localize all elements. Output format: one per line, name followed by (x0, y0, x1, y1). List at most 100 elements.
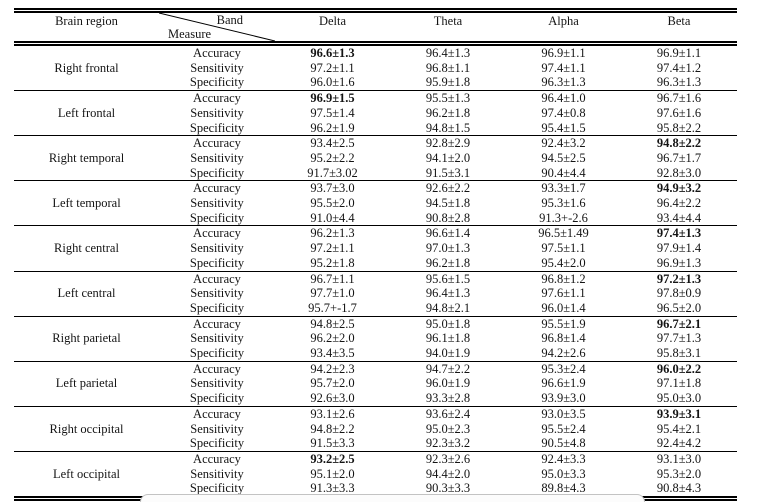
value-cell: 94.8±1.5 (425, 120, 471, 135)
diagonal-divider-line (159, 13, 275, 41)
value-cell: 97.2±1.1 (310, 241, 355, 256)
table-row: Sensitivity 95.2±2.2 94.1±2.0 94.5±2.5 96.7±… (14, 151, 737, 166)
value-cell: 93.3±2.8 (425, 391, 471, 406)
table-row: Left parietal Accuracy 94.2±2.3 94.7±2.2 95.… (14, 360, 737, 407)
table-row: Sensitivity 97.7±1.0 96.4±1.3 97.6±1.1 97.8±… (14, 286, 737, 301)
value-cell: 93.4±3.5 (310, 346, 355, 361)
measure-cell: Accuracy (159, 135, 275, 151)
value-cell: 96.6±1.4 (390, 225, 506, 242)
table-row: Right frontal Accuracy 96.6±1.3 96.4±1.3 96.… (14, 42, 737, 91)
header-band-measure-cell: Band Measure (159, 8, 275, 46)
value-cell: 95.0±2.3 (425, 421, 471, 436)
value-cell: 97.7±1.0 (310, 286, 355, 301)
value-cell: 92.6±3.0 (310, 391, 355, 406)
value-cell: 96.2±1.8 (425, 105, 471, 120)
value-cell: 91.3+-2.6 (539, 210, 588, 225)
value-cell: 92.4±3.3 (506, 450, 621, 467)
value-cell: 97.9±1.4 (656, 241, 702, 256)
table-row: Right temporal Accuracy 93.4±2.5 92.8±2.9 92… (14, 135, 737, 181)
table-row: Left occipital Accuracy 93.2±2.5 92.3±2.6 92… (14, 450, 737, 499)
table-row: Specificity 96.2±1.9 94.8±1.5 95.4±1.5 95.8±… (14, 121, 737, 136)
value-cell: 96.2±1.3 (275, 225, 390, 242)
value-cell: 97.2±1.1 (310, 60, 355, 75)
value-cell: 95.0±3.3 (541, 466, 586, 481)
region-name-cell: Left temporal (14, 180, 159, 226)
header-band-alpha: Alpha (506, 8, 621, 46)
table-row: Specificity 91.5±3.3 92.3±3.2 90.5±4.8 92.4±… (14, 436, 737, 451)
value-cell: 97.4±1.3 (621, 225, 737, 242)
value-cell: 97.4±1.2 (656, 60, 702, 75)
measure-cell: Sensitivity (190, 286, 244, 301)
table-row: Sensitivity 97.5±1.4 96.2±1.8 97.4±0.8 97.6±… (14, 106, 737, 121)
value-cell: 94.2±2.6 (541, 346, 586, 361)
measure-cell: Specificity (189, 75, 245, 90)
measure-cell: Sensitivity (190, 331, 244, 346)
value-cell: 97.5±1.4 (310, 105, 355, 120)
value-cell: 95.7+-1.7 (308, 300, 357, 315)
value-cell: 96.3±1.3 (541, 75, 586, 90)
table-row: Specificity 93.4±3.5 94.0±1.9 94.2±2.6 95.8±… (14, 346, 737, 361)
value-cell: 97.1±1.8 (656, 376, 702, 391)
measure-cell: Specificity (189, 210, 245, 225)
value-cell: 95.3±1.6 (541, 196, 586, 211)
table-row: Right central Accuracy 96.2±1.3 96.6±1.4 96.… (14, 225, 737, 272)
value-cell: 94.8±2.2 (621, 135, 737, 151)
value-cell: 97.0±1.3 (425, 241, 471, 256)
measure-cell: Accuracy (159, 405, 275, 422)
measure-cell: Specificity (189, 436, 245, 451)
value-cell: 95.8±2.2 (656, 120, 702, 135)
value-cell: 96.0±1.9 (425, 376, 471, 391)
value-cell: 95.4±1.5 (541, 120, 586, 135)
value-cell: 93.1±2.6 (275, 405, 390, 422)
value-cell: 92.3±2.6 (390, 450, 506, 467)
value-cell: 94.8±2.5 (275, 315, 390, 332)
measure-cell: Accuracy (159, 360, 275, 377)
table-row: Specificity 91.3±3.3 90.3±3.3 89.8±4.3 90.8±… (14, 481, 737, 498)
table-row: Left temporal Accuracy 93.7±3.0 92.6±2.2 93.… (14, 180, 737, 226)
value-cell: 90.3±3.3 (425, 481, 471, 496)
measure-cell: Specificity (189, 120, 245, 135)
results-table: Brain region Band Measure Delta Theta Al… (14, 8, 737, 502)
value-cell: 95.7±2.0 (310, 376, 355, 391)
value-cell: 96.9±1.1 (506, 42, 621, 61)
table-row: Specificity 95.2±1.8 96.2±1.8 95.4±2.0 96.9±… (14, 256, 737, 271)
value-cell: 92.4±3.2 (506, 135, 621, 151)
value-cell: 96.2±2.0 (310, 331, 355, 346)
measure-cell: Accuracy (159, 42, 275, 61)
value-cell: 96.4±1.3 (390, 42, 506, 61)
value-cell: 96.9±1.5 (275, 90, 390, 106)
value-cell: 92.6±2.2 (390, 180, 506, 197)
value-cell: 96.1±1.8 (425, 331, 471, 346)
value-cell: 93.6±2.4 (390, 405, 506, 422)
value-cell: 96.4±1.3 (425, 286, 471, 301)
table-row: Sensitivity 94.8±2.2 95.0±2.3 95.5±2.4 95.4±… (14, 422, 737, 437)
value-cell: 94.7±2.2 (390, 360, 506, 377)
value-cell: 95.4±2.1 (656, 421, 702, 436)
value-cell: 95.8±3.1 (656, 346, 702, 361)
table-row: Sensitivity 95.1±2.0 94.4±2.0 95.0±3.3 95.3±… (14, 467, 737, 482)
measure-cell: Accuracy (159, 90, 275, 106)
value-cell: 96.6±1.3 (275, 42, 390, 61)
measure-cell: Accuracy (159, 450, 275, 467)
measure-cell: Sensitivity (190, 376, 244, 391)
measure-cell: Specificity (189, 255, 245, 270)
value-cell: 96.9±1.3 (656, 255, 702, 270)
value-cell: 96.7±1.7 (656, 150, 702, 165)
table-body: Right frontal Accuracy 96.6±1.3 96.4±1.3 96.… (14, 42, 737, 499)
value-cell: 93.4±4.4 (656, 210, 702, 225)
table-row: Sensitivity 95.5±2.0 94.5±1.8 95.3±1.6 96.4±… (14, 196, 737, 211)
value-cell: 96.2±1.9 (310, 120, 355, 135)
measure-cell: Sensitivity (190, 196, 244, 211)
value-cell: 92.8±2.9 (390, 135, 506, 151)
value-cell: 90.4±4.4 (541, 165, 586, 180)
value-cell: 95.6±1.5 (390, 270, 506, 287)
table-row: Right parietal Accuracy 94.8±2.5 95.0±1.8 95… (14, 315, 737, 362)
value-cell: 95.0±3.0 (656, 391, 702, 406)
value-cell: 94.8±2.1 (425, 300, 471, 315)
value-cell: 93.9±3.1 (621, 405, 737, 422)
value-cell: 91.3±3.3 (310, 481, 355, 496)
value-cell: 95.5±1.9 (506, 315, 621, 332)
value-cell: 93.2±2.5 (275, 450, 390, 467)
value-cell: 95.3±2.4 (506, 360, 621, 377)
table-row: Specificity 95.7+-1.7 94.8±2.1 96.0±1.4 96.5… (14, 301, 737, 316)
